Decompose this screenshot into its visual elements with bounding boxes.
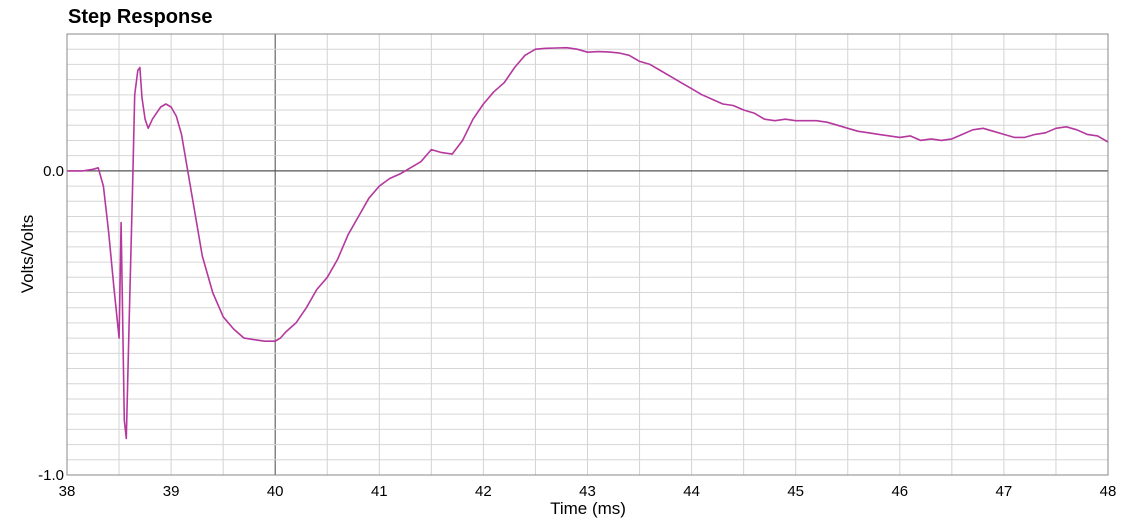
grid [66,33,1109,476]
x-tick-label: 45 [787,483,804,500]
chart-title: Step Response [68,6,213,28]
x-tick-label: 46 [891,483,908,500]
plot-frame [66,33,1109,476]
x-tick-label: 43 [579,483,596,500]
x-tick-label: 40 [267,483,284,500]
x-tick-label: 47 [996,483,1013,500]
x-tick-label: 44 [683,483,700,500]
x-tick-label: 38 [59,483,76,500]
y-tick-label: 0.0 [43,163,64,180]
x-tick-label: 41 [371,483,388,500]
series-line [67,46,1109,440]
x-tick-label: 39 [163,483,180,500]
x-tick-label: 42 [475,483,492,500]
tick-labels: 38 39 40 41 42 43 44 45 46 47 48 0.0 -1.0 [38,163,1116,500]
y-tick-label: -1.0 [38,467,64,484]
x-axis-label: Time (ms) [550,499,626,518]
x-tick-label: 48 [1100,483,1117,500]
series-group [67,46,1109,440]
